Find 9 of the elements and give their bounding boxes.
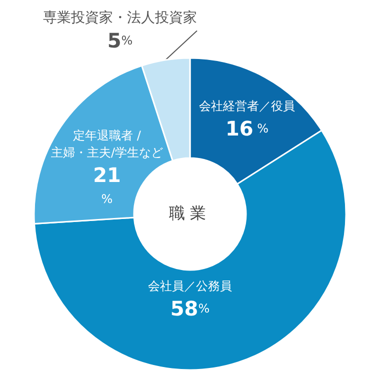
slice-label: 定年退職者 / 主婦・主夫/学生など: [50, 128, 164, 160]
slice-label: 会社員／公務員: [148, 279, 232, 293]
data-label: 5%: [107, 28, 133, 52]
slice-label: 専業投資家・法人投資家: [43, 10, 197, 26]
data-label: 21 %: [93, 163, 121, 206]
data-label: 16 %: [225, 116, 269, 140]
data-label: 58%: [170, 296, 210, 320]
text: 職 業: [168, 204, 206, 222]
slice-label: 会社経営者／役員: [199, 99, 295, 113]
